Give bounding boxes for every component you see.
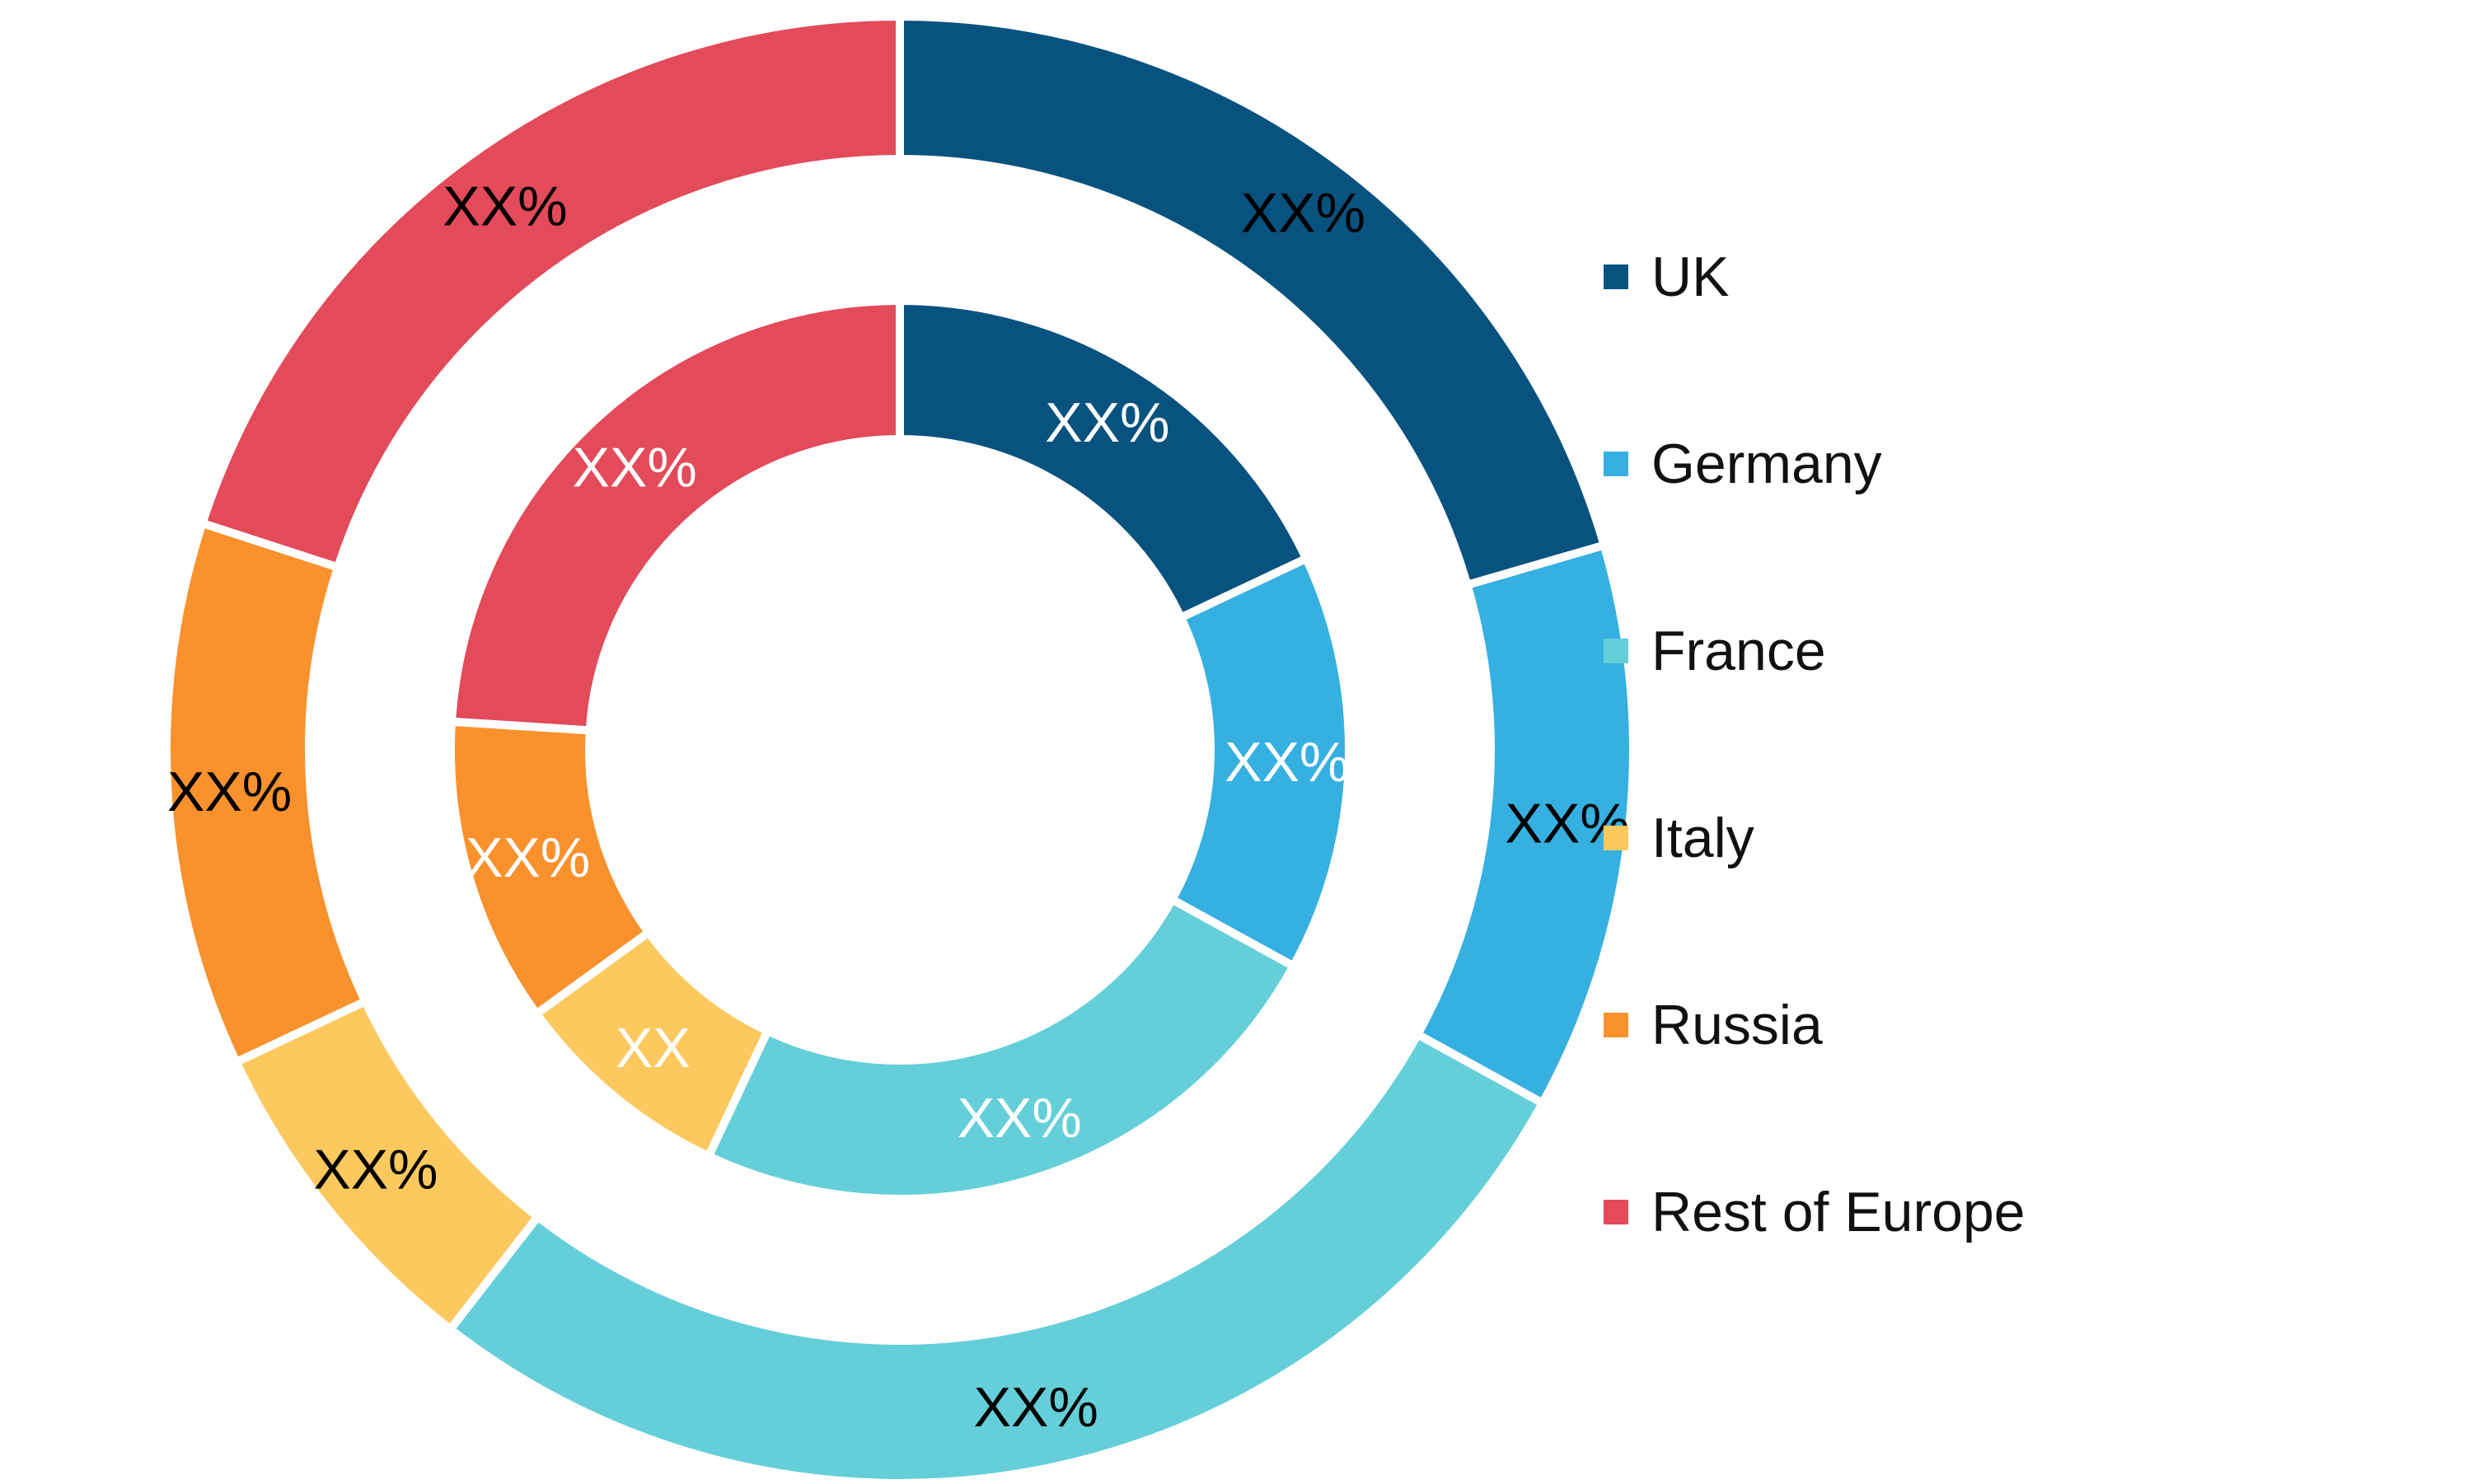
- inner-label-italy: XX: [616, 1017, 691, 1079]
- legend-swatch: [1604, 826, 1628, 850]
- inner-slice-france: [704, 895, 1298, 1203]
- inner-label-germany: XX%: [1225, 731, 1349, 793]
- legend-label: Germany: [1651, 433, 1882, 495]
- legend-label: Rest of Europe: [1651, 1181, 2025, 1243]
- inner-label-russia: XX%: [466, 826, 590, 889]
- legend-swatch: [1604, 639, 1628, 663]
- inner-slice-uk: [896, 297, 1311, 622]
- outer-slice-france: [446, 1030, 1547, 1484]
- outer-slice-uk: [896, 12, 1609, 589]
- inner-slice-rest-of-europe: [447, 297, 904, 735]
- legend-swatch: [1604, 1013, 1628, 1037]
- legend-item-russia: Russia: [1604, 992, 1823, 1058]
- legend-item-germany: Germany: [1604, 431, 1882, 497]
- legend-swatch: [1604, 1200, 1628, 1224]
- inner-ring: [447, 297, 1353, 1203]
- legend-label: France: [1651, 620, 1826, 682]
- outer-ring: [162, 12, 1637, 1484]
- inner-label-uk: XX%: [1045, 391, 1169, 454]
- legend-label: Russia: [1651, 994, 1823, 1056]
- outer-label-russia: XX%: [167, 761, 292, 823]
- inner-slice-germany: [1168, 554, 1353, 971]
- legend-item-france: France: [1604, 618, 1826, 684]
- outer-slice-rest-of-europe: [198, 12, 904, 572]
- legend-label: Italy: [1651, 807, 1754, 869]
- legend-item-uk: UK: [1604, 244, 1729, 310]
- inner-label-france: XX%: [958, 1087, 1082, 1149]
- outer-label-rest-of-europe: XX%: [443, 176, 567, 238]
- inner-label-rest-of-europe: XX%: [573, 436, 697, 499]
- legend-item-rest-of-europe: Rest of Europe: [1604, 1179, 2025, 1245]
- legend-swatch: [1604, 264, 1628, 289]
- outer-label-france: XX%: [974, 1376, 1098, 1439]
- legend-label: UK: [1651, 246, 1730, 308]
- outer-label-uk: XX%: [1241, 181, 1365, 244]
- legend-item-italy: Italy: [1604, 805, 1754, 871]
- legend-swatch: [1604, 452, 1628, 476]
- outer-label-italy: XX%: [313, 1139, 438, 1201]
